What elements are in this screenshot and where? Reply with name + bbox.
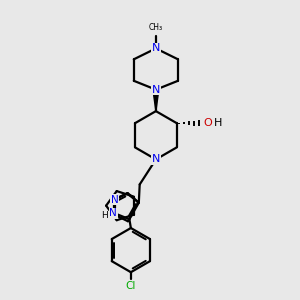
- Text: Cl: Cl: [126, 281, 136, 291]
- Text: N: N: [152, 154, 160, 164]
- Text: H: H: [102, 211, 108, 220]
- Text: O: O: [203, 118, 212, 128]
- Polygon shape: [153, 90, 159, 111]
- Text: N: N: [152, 85, 160, 94]
- Text: CH₃: CH₃: [149, 22, 163, 32]
- Text: H: H: [214, 118, 223, 128]
- Text: N: N: [111, 195, 119, 205]
- Text: N: N: [152, 44, 160, 53]
- Text: N: N: [109, 208, 117, 218]
